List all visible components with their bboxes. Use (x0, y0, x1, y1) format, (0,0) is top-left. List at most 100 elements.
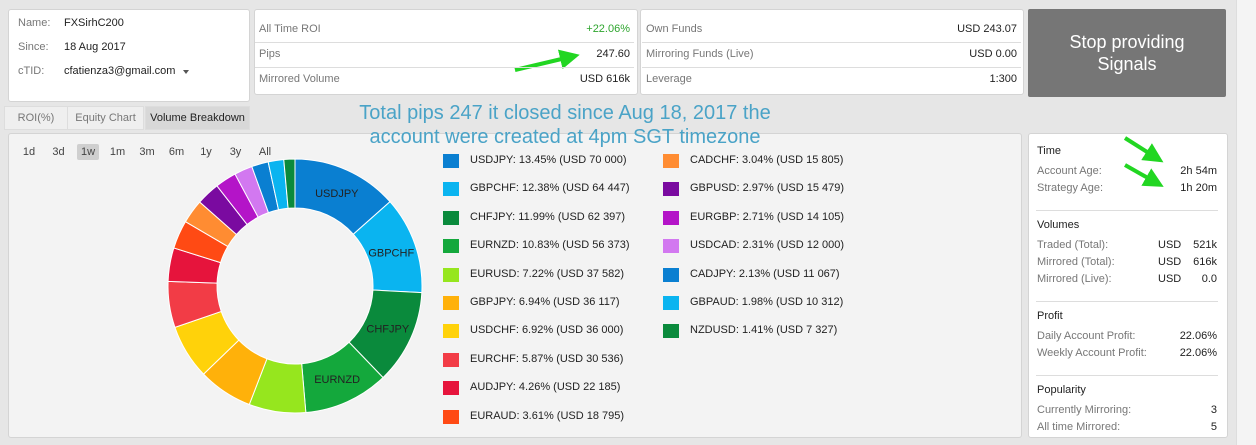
section-title: Time (1037, 145, 1062, 157)
stop-button[interactable]: Stop providing Signals (1028, 9, 1226, 97)
legend-label: EURCHF: 5.87% (USD 30 536) (470, 352, 624, 365)
section-title: Volumes (1037, 219, 1080, 231)
row-label: Currently Mirroring: (1037, 404, 1132, 416)
sidebar-panel (1028, 133, 1228, 438)
tab[interactable]: Volume Breakdown (145, 106, 250, 130)
period-button[interactable]: All (258, 146, 272, 158)
legend-label: CADCHF: 3.04% (USD 15 805) (690, 154, 844, 166)
legend-label: EURUSD: 7.22% (USD 37 582) (470, 267, 625, 280)
separator (255, 42, 634, 43)
legend-swatch (443, 352, 459, 367)
legend-swatch (443, 324, 459, 339)
row-value: 521k (1193, 239, 1217, 251)
donut-slice[interactable] (283, 158, 296, 209)
tab[interactable]: Equity Chart (67, 106, 144, 130)
section-title: Popularity (1037, 384, 1086, 396)
row-label: Weekly Account Profit: (1037, 347, 1147, 359)
legend-swatch (663, 324, 679, 339)
stat-label: Mirroring Funds (Live) (646, 48, 754, 60)
slice-label: CHFJPY (366, 323, 409, 335)
legend-swatch (443, 409, 459, 424)
row-label: Mirrored (Live): (1037, 273, 1112, 285)
row-label: Mirrored (Total): (1037, 256, 1115, 268)
period-button[interactable]: 1d (22, 146, 36, 158)
legend-label: USDCHF: 6.92% (USD 36 000) (470, 324, 624, 337)
field-value: FXSirhC200 (64, 17, 124, 29)
period-button[interactable]: 1m (109, 146, 126, 158)
slice-label: GBPCHF (368, 247, 414, 259)
row-value: 0.0 (1201, 273, 1217, 285)
period-button[interactable]: 1y (200, 146, 212, 158)
legend-label: EURAUD: 3.61% (USD 18 795) (470, 409, 625, 422)
separator (642, 67, 1021, 68)
slice-label: USDJPY (315, 188, 359, 200)
stat-value: USD 243.07 (957, 23, 1017, 35)
legend-label: GBPJPY: 6.94% (USD 36 117) (470, 296, 620, 308)
funds-panel (640, 9, 1024, 95)
row-label: Strategy Age: (1037, 182, 1104, 194)
period-button[interactable]: 3d (52, 146, 65, 158)
field-value: 18 Aug 2017 (64, 41, 126, 53)
period-button[interactable]: 3m (139, 146, 155, 158)
profile-panel (8, 9, 250, 102)
separator (1036, 301, 1218, 302)
legend-label: AUDJPY: 4.26% (USD 22 185) (470, 381, 621, 394)
legend-label: GBPCHF: 12.38% (USD 64 447) (470, 182, 630, 195)
row-value: 3 (1210, 404, 1217, 416)
stat-value: 247.60 (596, 48, 630, 60)
row-value: 1h 20m (1180, 182, 1217, 194)
legend-label: USDCAD: 2.31% (USD 12 000) (690, 239, 845, 252)
legend-swatch (443, 381, 459, 396)
field-value: cfatienza3@gmail.com (64, 65, 176, 77)
row-unit: USD (1158, 239, 1182, 251)
annotation: account were created at 4pm SGT timezone (369, 126, 761, 148)
legend-label: EURNZD: 10.83% (USD 56 373) (470, 239, 630, 252)
row-unit: USD (1158, 273, 1182, 285)
separator (255, 67, 634, 68)
legend-swatch (663, 296, 679, 310)
legend-swatch (663, 154, 679, 168)
period-button[interactable]: 3y (229, 146, 242, 158)
legend-swatch (443, 182, 459, 197)
legend-swatch (443, 267, 459, 282)
row-label: Account Age: (1037, 165, 1102, 177)
period-button[interactable]: 6m (168, 146, 185, 158)
stat-label: Mirrored Volume (259, 73, 340, 85)
stat-label: Leverage (646, 73, 692, 85)
legend-swatch (663, 267, 679, 282)
legend-swatch (443, 239, 459, 254)
row-label: Daily Account Profit: (1037, 330, 1136, 342)
legend-label: GBPUSD: 2.97% (USD 15 479) (690, 182, 845, 195)
legend-swatch (443, 154, 459, 168)
stat-label: All Time ROI (259, 23, 321, 35)
period-button[interactable]: 1w (77, 144, 99, 160)
row-value: 5 (1210, 421, 1217, 433)
stat-value: USD 0.00 (969, 48, 1017, 60)
legend-label: CADJPY: 2.13% (USD 11 067) (690, 267, 840, 280)
legend-swatch (443, 296, 459, 310)
annotation: Total pips 247 it closed since Aug 18, 2… (359, 102, 771, 124)
field-label: Name: (18, 17, 51, 29)
legend-swatch (663, 239, 679, 254)
legend-label: NZDUSD: 1.41% (USD 7 327) (690, 324, 838, 337)
row-value: 2h 54m (1180, 165, 1217, 177)
row-value: 22.06% (1179, 330, 1217, 342)
legend-label: EURGBP: 2.71% (USD 14 105) (690, 210, 845, 223)
legend-swatch (663, 210, 679, 225)
stat-label: Own Funds (646, 23, 703, 35)
slice-label: EURNZD (314, 374, 360, 386)
legend-swatch (663, 182, 679, 197)
section-title: Profit (1037, 310, 1063, 322)
stat-value: USD 616k (579, 73, 630, 85)
legend-label: CHFJPY: 11.99% (USD 62 397) (470, 210, 626, 223)
row-unit: USD (1158, 256, 1182, 268)
field-label: cTID: (18, 65, 45, 77)
legend-label: USDJPY: 13.45% (USD 70 000) (470, 154, 627, 166)
stat-value: 1:300 (989, 73, 1017, 85)
tab[interactable]: ROI(%) (4, 106, 68, 130)
dropdown-caret[interactable] (183, 70, 189, 74)
row-value: 616k (1193, 256, 1217, 268)
scrollbar[interactable] (1236, 0, 1256, 445)
